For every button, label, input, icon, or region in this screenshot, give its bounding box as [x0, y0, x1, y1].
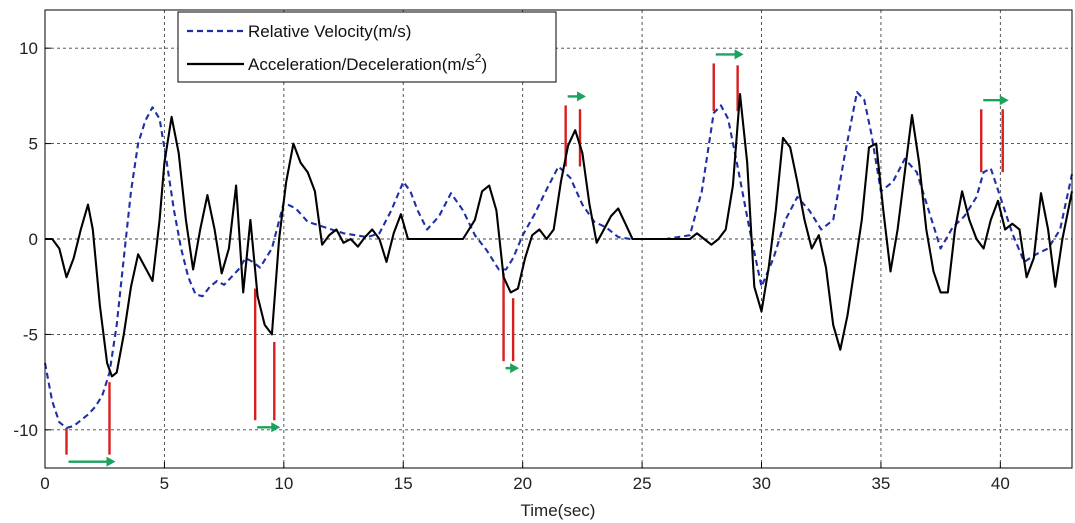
legend: Relative Velocity(m/s) Acceleration/Dece… [177, 11, 557, 83]
x-tick-label: 30 [752, 474, 771, 493]
legend-accel-label-sup: 2 [475, 51, 482, 65]
legend-accel-label-end: ) [481, 55, 487, 74]
shift-arrow-head [734, 49, 744, 60]
shift-arrow-head [999, 95, 1009, 106]
shift-arrow-head [271, 422, 281, 433]
legend-box [177, 11, 557, 83]
x-tick-label: 0 [40, 474, 49, 493]
acceleration-series-line [45, 92, 1074, 378]
legend-accel-label: Acceleration/Deceleration(m/s2) [248, 51, 487, 74]
y-tick-label: 0 [29, 230, 38, 249]
x-tick-label: 15 [394, 474, 413, 493]
x-axis-title: Time(sec) [521, 501, 596, 520]
axis-ticks: 0 5 10 15 20 25 30 35 40 -10 -5 0 5 10 [13, 39, 1009, 493]
x-tick-label: 5 [160, 474, 169, 493]
shift-arrow-head [510, 363, 520, 374]
y-tick-label: 10 [19, 39, 38, 58]
y-tick-label: -10 [13, 421, 38, 440]
y-tick-label: -5 [23, 325, 38, 344]
x-tick-label: 35 [871, 474, 890, 493]
annotations [65, 49, 1009, 467]
x-tick-label: 20 [513, 474, 532, 493]
y-tick-label: 5 [29, 135, 38, 154]
legend-velocity-label: Relative Velocity(m/s) [248, 22, 411, 41]
x-tick-label: 25 [633, 474, 652, 493]
series-group [43, 91, 1074, 429]
legend-accel-label-main: Acceleration/Deceleration(m/s [248, 55, 475, 74]
shift-arrow-head [106, 456, 116, 467]
x-tick-label: 10 [274, 474, 293, 493]
x-tick-label: 40 [991, 474, 1010, 493]
shift-arrow-head [576, 91, 586, 102]
